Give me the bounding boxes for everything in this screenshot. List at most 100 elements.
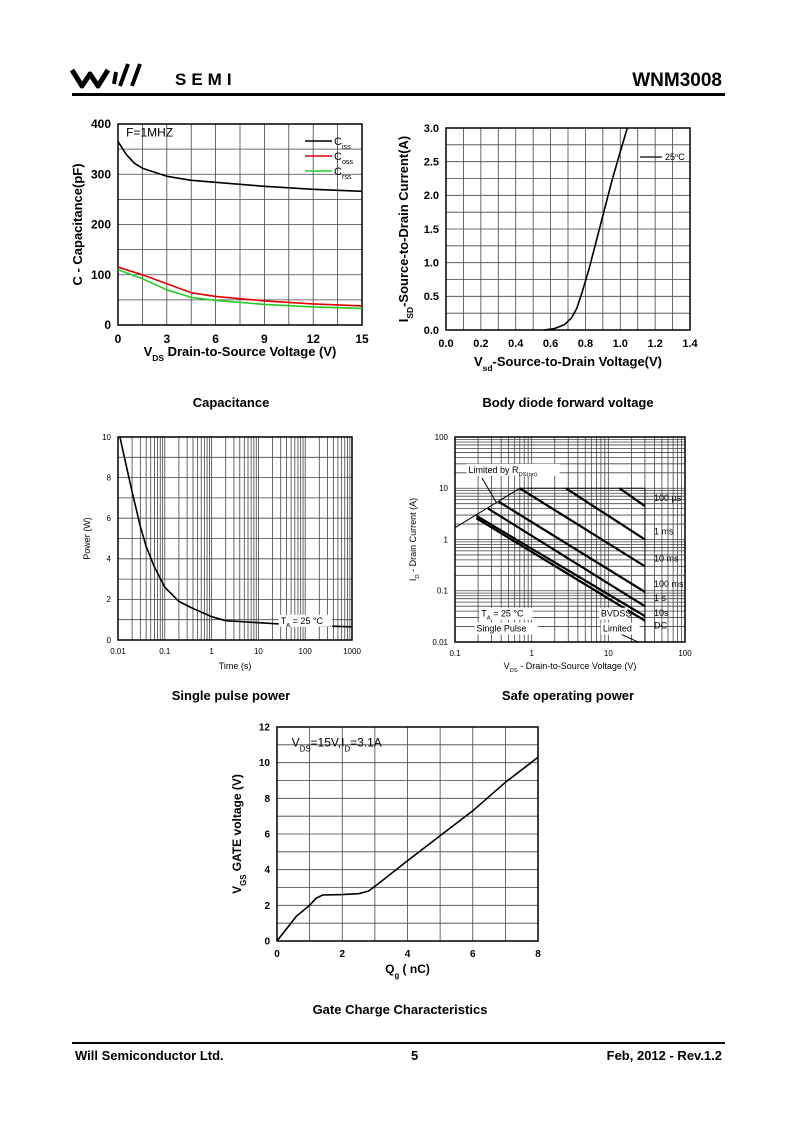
x-tick-label: 0.01	[110, 647, 126, 656]
y-axis-label-part: V	[230, 886, 244, 894]
y-tick-label: 0	[264, 937, 270, 948]
x-tick-label: 15	[355, 332, 369, 346]
chart-annotation-part: =3.1A	[350, 736, 382, 750]
legend-label-part: rss	[342, 173, 352, 181]
y-tick-label: 100	[91, 268, 111, 282]
y-tick-label: 2	[264, 901, 270, 912]
x-tick-label: 0.4	[508, 338, 524, 350]
legend-label-part: oss	[342, 158, 354, 166]
plot-frame	[276, 726, 539, 942]
x-axis-label-part: sd	[483, 363, 493, 373]
chart-annotation-part: T	[481, 609, 487, 619]
caption-safe-operating: Safe operating power	[501, 688, 635, 703]
chart-annotation-part: Single Pulse	[476, 624, 526, 634]
y-tick-label: 8	[107, 473, 112, 482]
chart-annotation-part: BVDSS	[601, 609, 632, 619]
x-tick-label: 9	[261, 332, 268, 346]
series-line-power	[119, 436, 353, 628]
series-line-ciss	[117, 141, 363, 193]
soa-curve-label: 1 s	[654, 593, 667, 603]
series-line-crss	[117, 268, 363, 310]
y-axis-label: Power (W)	[82, 517, 92, 560]
y-tick-label: 12	[259, 723, 271, 734]
chart-annotation-part: = 25 °C	[491, 609, 524, 619]
annotation-bg	[600, 622, 640, 635]
chart-annotation-part: =15V,I	[311, 736, 345, 750]
x-axis-label: VDS Drain-to-Source Voltage (V)	[144, 344, 337, 363]
chart-1: 0.0 0.2 0.4 0.6 0.8 1.0 1.2 1.4 0.0 0.5 1.0 1.5 2.0 2…	[396, 123, 699, 373]
legend-label: Crss	[334, 166, 352, 181]
x-tick-label: 3	[163, 332, 170, 346]
x-tick-label: 1.0	[613, 338, 628, 350]
legend-label-part: iss	[342, 143, 351, 151]
chart-annotation-part: A	[286, 623, 290, 629]
y-tick-label: 4	[264, 865, 270, 876]
y-tick-label: 0	[107, 636, 112, 645]
x-tick-label: 1000	[343, 647, 361, 656]
y-axis-label-part: D	[415, 574, 421, 578]
x-axis-label-part: -Source-to-Drain Voltage(V)	[493, 354, 663, 369]
footer-divider	[72, 1042, 725, 1044]
annotation-bg	[598, 607, 628, 620]
y-tick-label: 4	[107, 555, 112, 564]
series-line-coss	[117, 266, 363, 307]
chart-annotation-part: D	[344, 744, 350, 753]
will-logo-icon	[69, 63, 142, 89]
y-tick-label: 1.0	[424, 258, 439, 270]
annotation-bg	[466, 463, 560, 476]
x-tick-label: 0	[115, 332, 122, 346]
chart-annotation-part: DS	[300, 744, 311, 753]
soa-curve-label: DC	[654, 621, 667, 631]
x-tick-label: 0.1	[159, 647, 171, 656]
series-line-25-c	[543, 127, 629, 331]
plot-frame	[445, 127, 691, 331]
x-axis-label-part: V	[144, 344, 153, 359]
soa-curve-label: 100 ms	[654, 579, 684, 589]
chart-annotation: TA = 25 °C	[281, 616, 324, 629]
x-tick-label: 0.8	[578, 338, 593, 350]
legend-label: Coss	[334, 151, 353, 166]
y-axis-label: VGS GATE voltage (V)	[230, 774, 248, 894]
y-tick-label: 6	[264, 830, 270, 841]
legend-label-part: C	[334, 151, 342, 163]
x-axis-label-part: - Drain-to-Source Voltage (V)	[518, 661, 637, 671]
x-axis-label-part: ( nC)	[399, 962, 430, 976]
legend-label: Ciss	[334, 136, 351, 151]
x-tick-label: 2	[339, 949, 345, 960]
y-tick-label: 1	[444, 535, 449, 544]
series-line-100-ms	[498, 500, 646, 593]
chart-annotation-part: DS(on)	[519, 472, 538, 478]
y-tick-label: 200	[91, 218, 111, 232]
annotation-bg	[278, 614, 333, 627]
legend-label-part: C	[334, 166, 342, 178]
chart-annotation-part: Limited by R	[469, 465, 520, 475]
annotation-bg	[474, 622, 538, 635]
y-tick-label: 10	[102, 433, 111, 442]
caption-gate-charge: Gate Charge Characteristics	[312, 1002, 488, 1017]
caption-single-pulse: Single pulse power	[171, 688, 291, 703]
soa-curve-label: 1 ms	[654, 527, 674, 537]
chart-0: 0 3 6 9 12 15 0 100 200 300 400 VDS Drain-to-Source…	[70, 117, 369, 363]
series-line-dc	[475, 517, 646, 622]
y-tick-label: 0	[104, 318, 111, 332]
y-axis-label-part: SD	[405, 307, 415, 319]
chart-annotation-part: T	[281, 616, 287, 626]
chart-annotation: Limited by RDS(on)	[469, 465, 538, 478]
y-tick-label: 2.0	[424, 190, 439, 202]
x-tick-label: 10	[254, 647, 263, 656]
y-axis-label-part: -Source-to-Drain Current(A)	[396, 136, 411, 307]
chart-annotation-part: F=1MHZ	[126, 126, 173, 140]
y-tick-label: 0.5	[424, 291, 439, 303]
company-logo: SEMI	[69, 62, 260, 92]
chart-annotation-part: Limited	[603, 624, 632, 634]
annotation-bg	[479, 607, 533, 620]
x-axis-label-part: V	[504, 661, 510, 671]
series-line-100-s	[618, 487, 646, 507]
y-tick-label: 8	[264, 794, 270, 805]
y-axis-label: ID - Drain Current (A)	[408, 498, 421, 581]
y-tick-label: 1.5	[424, 224, 439, 236]
y-tick-label: 100	[435, 433, 449, 442]
